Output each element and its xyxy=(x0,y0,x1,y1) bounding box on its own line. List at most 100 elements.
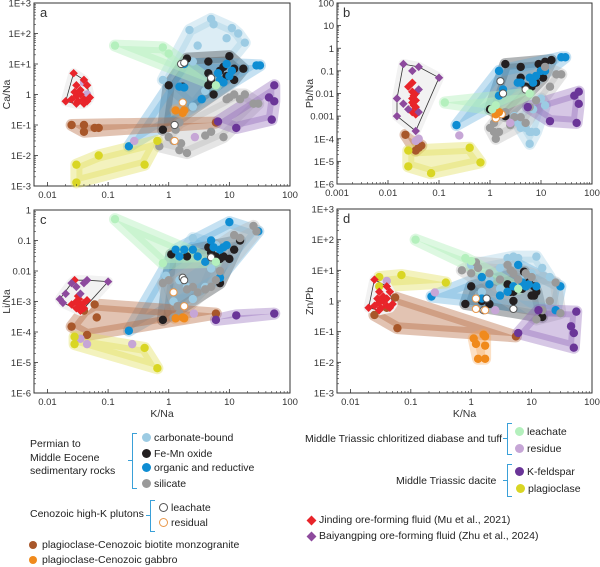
legend-item-plag-gabbro: plagioclase-Cenozoic gabbro xyxy=(42,554,178,566)
data-point-silicate xyxy=(557,70,566,79)
data-point-organic-reductive xyxy=(485,280,494,289)
y-tick-label: 1 xyxy=(26,206,31,217)
legend-group-dacite-title: Middle Triassic dacite xyxy=(396,475,497,487)
x-tick-label: 100 xyxy=(584,188,600,199)
data-point-carbonate-bound xyxy=(234,29,243,38)
data-point-organic-reductive xyxy=(516,78,525,87)
panel-b-frame xyxy=(336,2,593,185)
data-point-plagioclase-dacite xyxy=(476,158,485,167)
data-point-fe-mn-oxide xyxy=(182,252,192,261)
data-point-silicate xyxy=(182,148,192,158)
x-tick-label: 10 xyxy=(526,397,537,408)
data-point-k-feldspar xyxy=(232,123,241,133)
data-point-carbonate-bound xyxy=(188,294,198,304)
y-tick-label: 1E-2 xyxy=(11,151,31,162)
data-point-k-feldspar xyxy=(514,328,523,338)
data-point-plag-biotite xyxy=(211,309,221,318)
data-point-leachate-pluton xyxy=(509,304,518,314)
x-tick-label: 0.1 xyxy=(101,190,114,201)
y-tick-label: 0.01 xyxy=(13,267,32,278)
x-tick-label: 0.001 xyxy=(325,188,349,199)
y-tick-label: 1E-6 xyxy=(11,389,31,400)
data-point-plagioclase-dacite xyxy=(465,143,474,152)
data-point-diabase-residue xyxy=(411,136,420,146)
data-point-silicate xyxy=(509,269,518,278)
data-point-jinding xyxy=(72,304,81,313)
x-tick-label: 1 xyxy=(166,397,171,408)
data-point-organic-reductive xyxy=(561,53,570,62)
diabase-leachate-marker xyxy=(515,427,524,436)
legend-item-k-feldspar: K-feldspar xyxy=(527,466,575,478)
data-point-diabase-leachate xyxy=(164,49,173,58)
data-point-organic-reductive xyxy=(532,282,541,291)
data-point-plagioclase-dacite xyxy=(70,332,79,341)
data-point-jinding xyxy=(370,275,379,284)
data-point-residual-pluton xyxy=(170,136,179,146)
data-point-jinding xyxy=(388,299,397,309)
y-axis-label: Zn/Pb xyxy=(304,287,316,315)
data-point-plag-biotite xyxy=(94,123,103,133)
data-point-jinding xyxy=(79,99,89,108)
data-point-jinding xyxy=(408,78,417,87)
legend-item-plag-biotite: plagioclase-Cenozoic biotite monzogranit… xyxy=(42,539,240,551)
data-point-residual-pluton xyxy=(169,288,178,297)
data-point-diabase-leachate xyxy=(158,259,168,268)
data-point-diabase-residue xyxy=(491,306,500,315)
data-point-silicate xyxy=(164,275,173,285)
data-point-plagioclase-dacite xyxy=(404,162,413,171)
data-point-diabase-leachate xyxy=(491,101,501,110)
data-point-silicate xyxy=(531,96,541,105)
data-point-fe-mn-oxide xyxy=(534,59,543,69)
data-point-carbonate-bound xyxy=(222,34,231,43)
data-point-carbonate-bound xyxy=(495,284,505,293)
data-point-organic-reductive xyxy=(222,59,231,69)
data-point-plag-gabbro xyxy=(180,106,189,115)
data-point-silicate xyxy=(240,90,250,99)
legend-bracket-diabase xyxy=(507,423,512,455)
silicate-marker xyxy=(142,479,151,488)
data-point-silicate xyxy=(252,227,261,236)
data-point-leachate-pluton xyxy=(180,58,189,67)
data-point-carbonate-bound xyxy=(227,23,237,33)
data-point-plag-biotite xyxy=(390,293,400,302)
x-tick-label: 1 xyxy=(487,188,492,199)
data-point-silicate xyxy=(527,272,536,282)
residual-pluton-marker xyxy=(159,518,168,527)
data-point-carbonate-bound xyxy=(525,139,534,148)
y-tick-label: 1E+1 xyxy=(312,266,334,277)
data-point-leachate-pluton xyxy=(496,77,505,86)
data-point-fe-mn-oxide xyxy=(547,55,556,65)
data-point-silicate xyxy=(206,127,216,136)
legend-group-sedimentary-title-3: sedimentary rocks xyxy=(30,465,116,477)
data-point-plagioclase-dacite xyxy=(72,160,81,169)
data-point-k-feldspar xyxy=(213,117,223,126)
data-point-plag-gabbro xyxy=(480,354,490,364)
data-point-carbonate-bound xyxy=(495,263,505,273)
legend-bracket-plutons xyxy=(150,500,155,532)
data-point-fe-mn-oxide xyxy=(516,62,525,72)
data-point-carbonate-bound xyxy=(545,272,554,282)
data-point-plag-biotite xyxy=(67,322,76,331)
data-point-diabase-leachate xyxy=(440,98,450,107)
x-tick-label: 100 xyxy=(584,397,600,408)
data-point-carbonate-bound xyxy=(158,75,168,85)
data-point-organic-reductive xyxy=(171,245,180,254)
y-tick-label: 1E-5 xyxy=(314,157,334,168)
data-point-residual-pluton xyxy=(471,294,481,303)
data-point-fe-mn-oxide xyxy=(538,73,548,82)
data-point-baiyangping xyxy=(414,62,423,72)
plag-gabbro-marker xyxy=(29,556,37,564)
data-point-plagioclase-dacite xyxy=(153,136,162,146)
y-tick-label: 0.1 xyxy=(18,236,31,247)
data-point-organic-reductive xyxy=(213,68,223,78)
data-point-jinding xyxy=(85,93,95,102)
data-point-plag-gabbro xyxy=(171,314,180,323)
data-point-jinding xyxy=(382,294,392,303)
data-point-plagioclase-dacite xyxy=(397,270,406,280)
field-silicate xyxy=(153,88,265,160)
data-point-plag-biotite xyxy=(79,120,89,130)
y-tick-label: 1E-1 xyxy=(314,327,334,338)
data-point-plag-biotite xyxy=(401,130,410,139)
data-point-k-feldspar xyxy=(270,309,279,318)
data-point-jinding xyxy=(79,304,89,313)
